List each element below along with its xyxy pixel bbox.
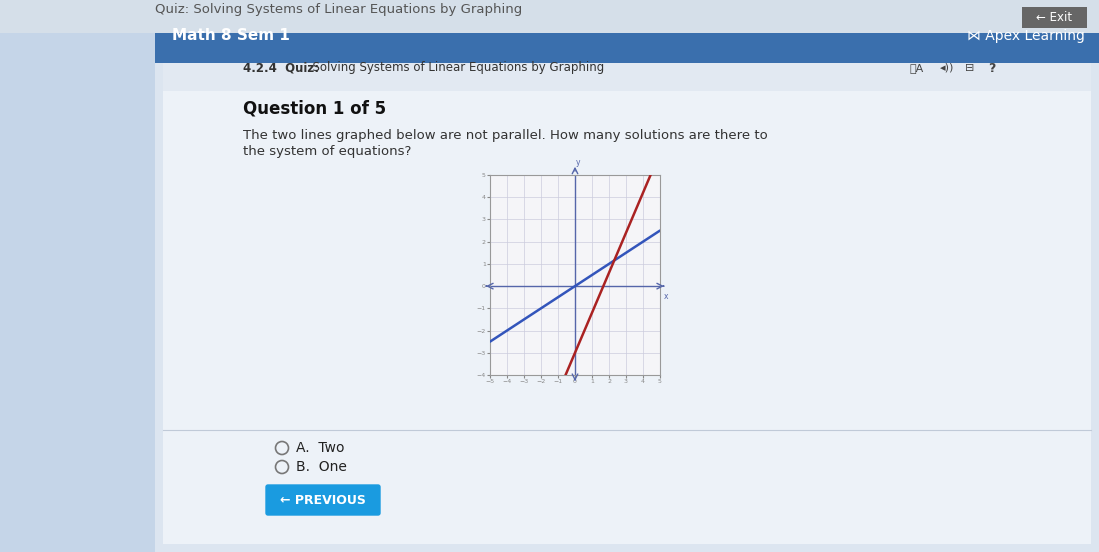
Text: Solving Systems of Linear Equations by Graphing: Solving Systems of Linear Equations by G… — [306, 61, 604, 75]
Text: ?: ? — [988, 61, 996, 75]
Text: Question 1 of 5: Question 1 of 5 — [243, 99, 386, 117]
Bar — [155, 63, 1099, 552]
Text: A.  Two: A. Two — [296, 441, 344, 455]
Text: 4.2.4  Quiz:: 4.2.4 Quiz: — [243, 61, 319, 75]
Text: ◂)): ◂)) — [940, 63, 954, 73]
Text: x: x — [664, 291, 669, 301]
Text: the system of equations?: the system of equations? — [243, 146, 411, 158]
FancyBboxPatch shape — [266, 485, 380, 515]
Text: ⋈ Apex Learning: ⋈ Apex Learning — [967, 29, 1085, 43]
Text: The two lines graphed below are not parallel. How many solutions are there to: The two lines graphed below are not para… — [243, 129, 768, 141]
Text: 文A: 文A — [910, 63, 924, 73]
Bar — [0, 0, 1099, 33]
Text: y: y — [575, 158, 580, 167]
Text: Math 8 Sem 1: Math 8 Sem 1 — [173, 29, 290, 44]
Bar — [163, 63, 1091, 91]
Text: ⊟: ⊟ — [965, 63, 975, 73]
Text: ← PREVIOUS: ← PREVIOUS — [280, 493, 366, 507]
Text: ← Exit: ← Exit — [1036, 11, 1073, 24]
Bar — [1022, 7, 1087, 28]
Bar — [163, 63, 1091, 544]
Text: B.  One: B. One — [296, 460, 347, 474]
Bar — [155, 33, 1099, 63]
Text: Quiz: Solving Systems of Linear Equations by Graphing: Quiz: Solving Systems of Linear Equation… — [155, 3, 522, 17]
